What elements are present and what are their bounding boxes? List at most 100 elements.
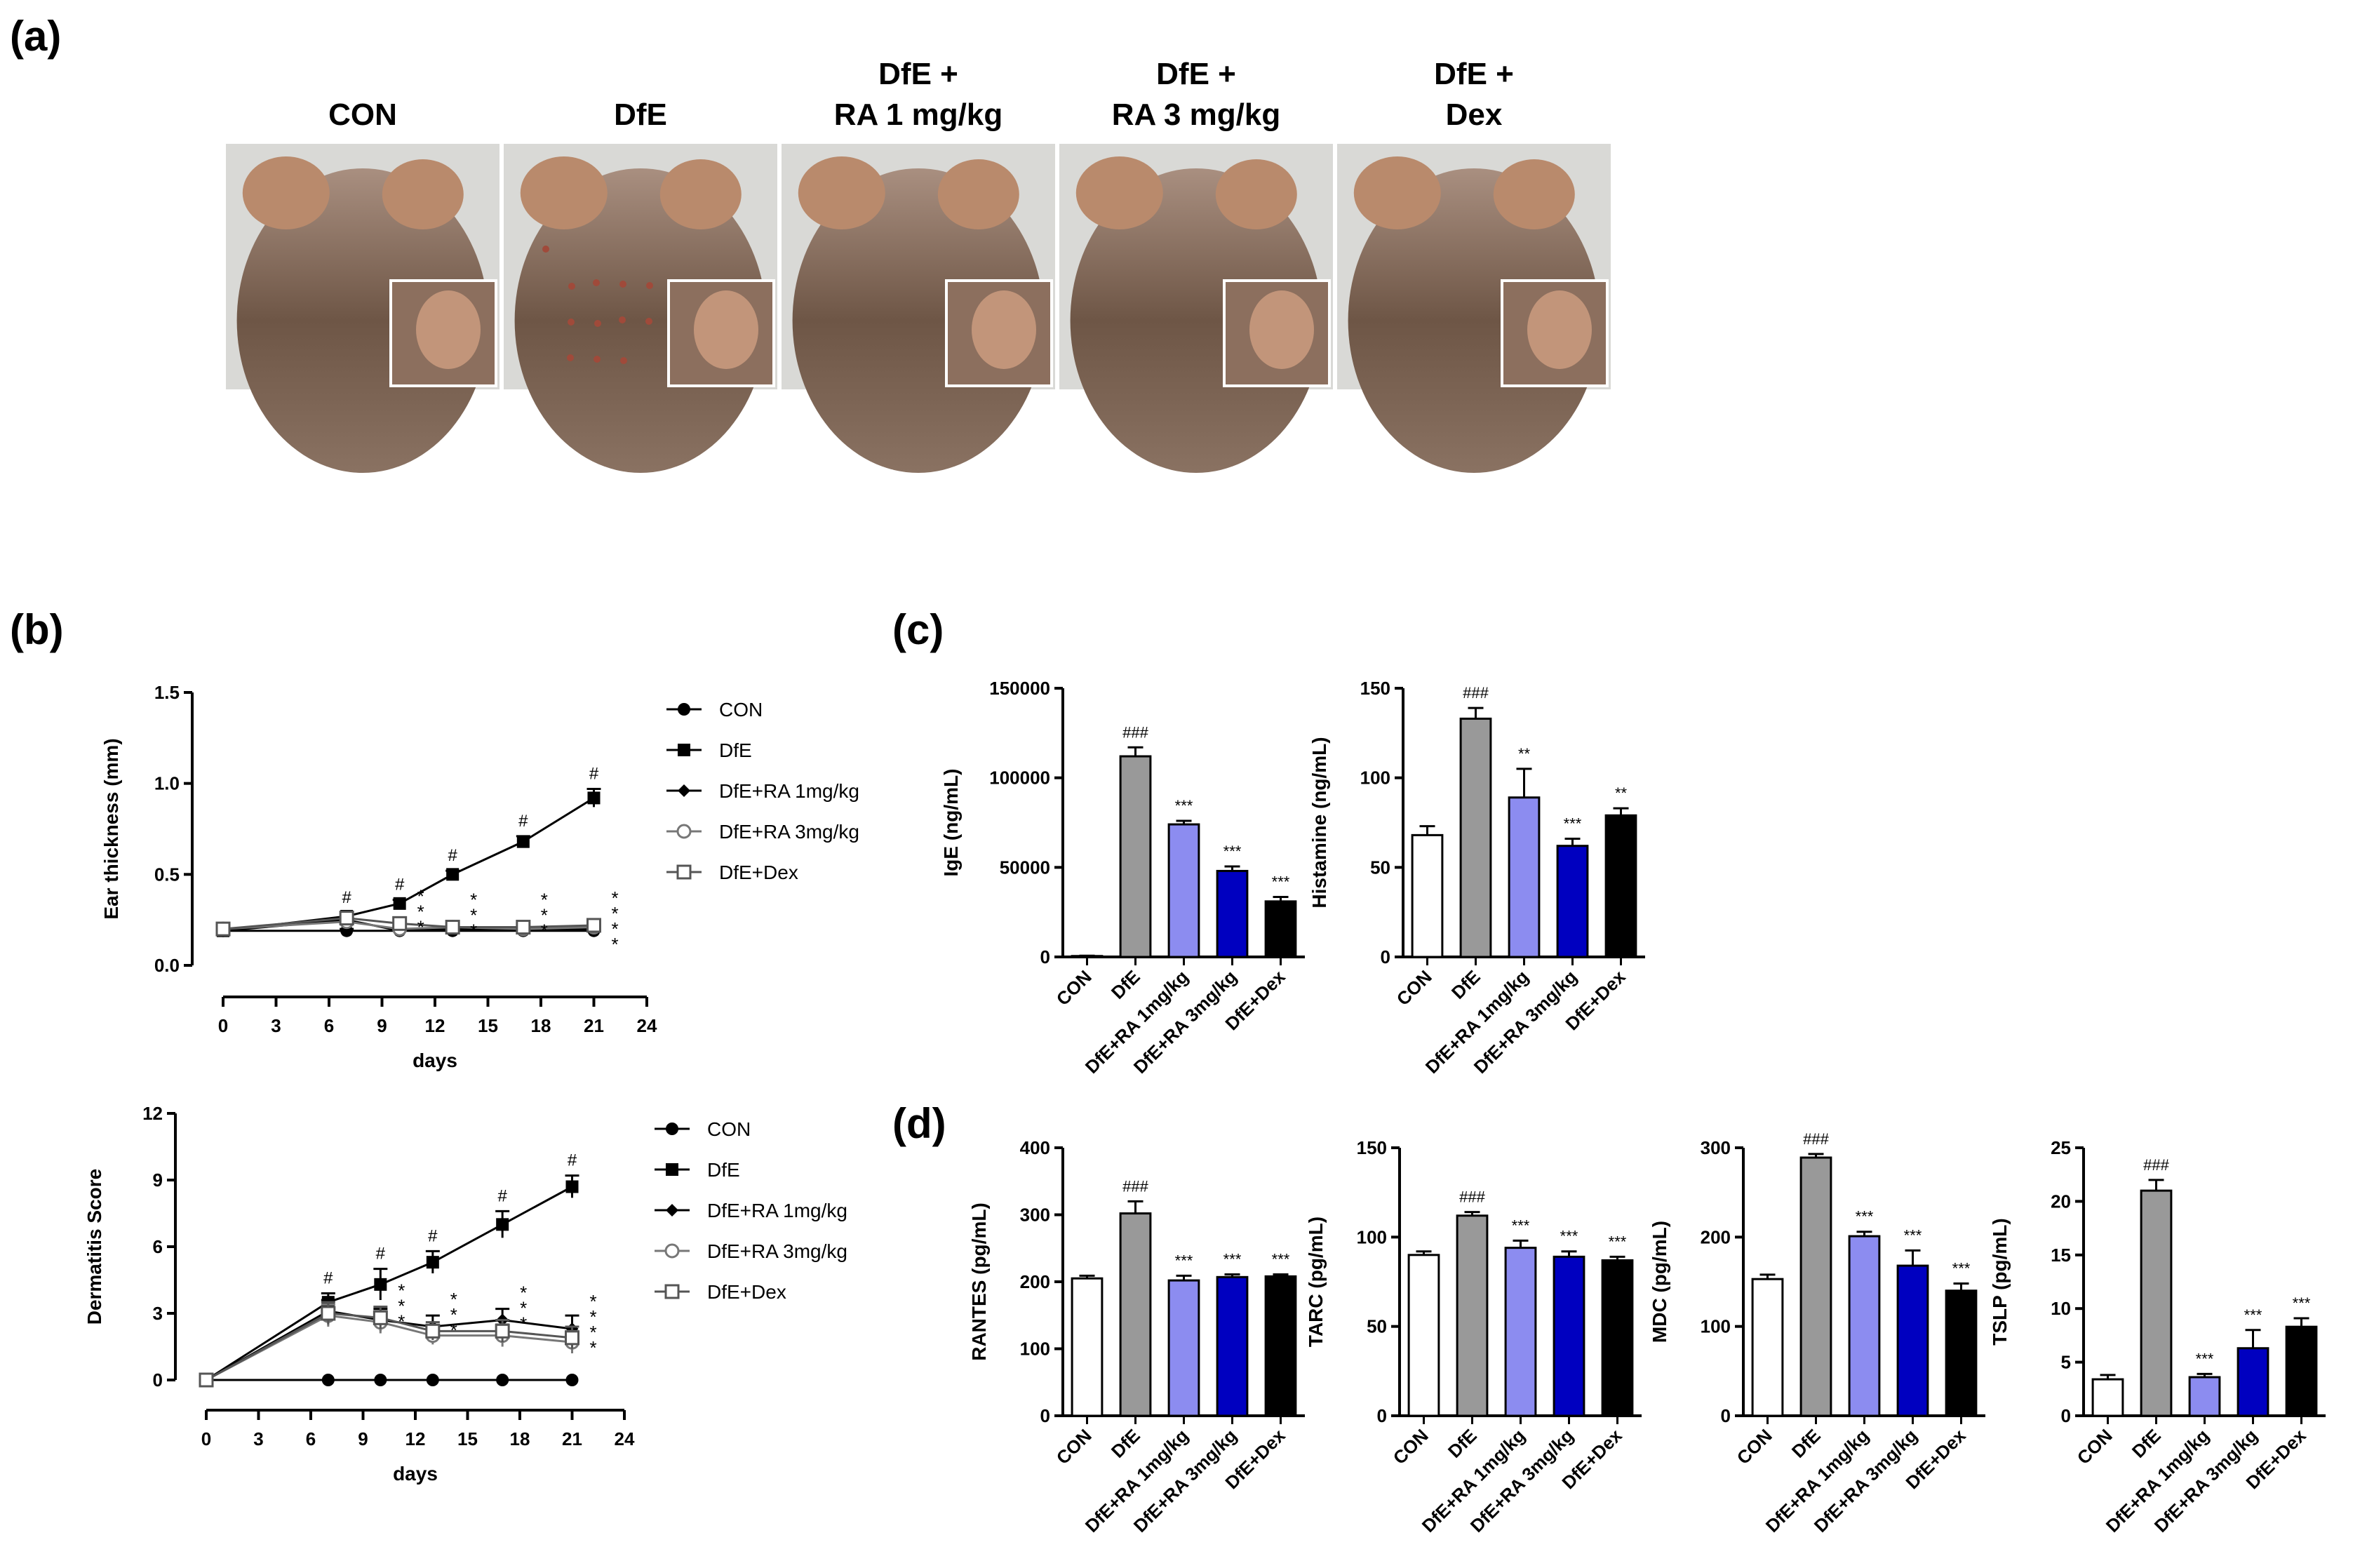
y-tick-label: 0: [2061, 1405, 2071, 1426]
legend-label: DfE+RA 1mg/kg: [707, 1200, 847, 1221]
data-point: [678, 744, 690, 756]
bar-DfE+RA 1mg/kg: [1508, 796, 1541, 958]
y-tick-label: 100: [1701, 1316, 1731, 1337]
significance-label: ###: [1459, 1188, 1485, 1206]
lesion-spot: [593, 279, 600, 286]
x-tick-label: 9: [358, 1428, 368, 1449]
y-tick-label: 100: [1020, 1339, 1050, 1360]
significance-hash: #: [448, 846, 457, 865]
panel-label-c: (c): [892, 606, 944, 653]
x-tick-label: CON: [2073, 1425, 2117, 1468]
significance-stars: * * *: [417, 885, 424, 937]
significance-label: ***: [1175, 797, 1193, 815]
data-point: [426, 1256, 439, 1269]
bar-DfE+Dex: [1601, 1259, 1634, 1417]
data-point: [565, 1374, 579, 1386]
legend-item: DfE: [655, 1159, 740, 1181]
legend-item: DfE+RA 3mg/kg: [666, 821, 859, 843]
lesion-spot: [567, 354, 574, 361]
bar-DfE: [1119, 755, 1152, 958]
x-axis-label: days: [413, 1050, 457, 1071]
bar-DfE+Dex: [1604, 814, 1637, 958]
lesion-spot: [542, 246, 549, 253]
inset-ear: [694, 290, 758, 369]
significance-label: ***: [1952, 1260, 1971, 1278]
x-tick-label: DfE: [1788, 1425, 1825, 1462]
left-ear: [520, 156, 608, 229]
x-tick-label: 12: [405, 1428, 426, 1449]
legend-label: DfE+RA 3mg/kg: [719, 821, 859, 843]
y-tick-label: 400: [1020, 1137, 1050, 1158]
photo-title: DfE +: [1434, 57, 1514, 91]
bar-DfE: [1799, 1156, 1832, 1417]
right-ear: [1493, 159, 1575, 229]
y-tick-label: 0: [1721, 1405, 1731, 1426]
series-line: [206, 1186, 573, 1381]
bar-CON: [1071, 1277, 1104, 1417]
bar-CON: [1407, 1254, 1440, 1417]
y-tick-label: 200: [1701, 1226, 1731, 1247]
significance-label: ***: [1175, 1252, 1193, 1269]
x-tick-label: DfE: [2128, 1425, 2165, 1462]
data-point: [676, 824, 692, 839]
legend-item: DfE: [666, 739, 752, 761]
bar-chart-ige: 0 50000 100000 150000 IgE (ng/mL) CON ### DfE **…: [940, 678, 1305, 1078]
series-line: [222, 917, 594, 930]
data-point: [373, 1310, 388, 1325]
data-point: [445, 920, 460, 935]
y-axis-label: TSLP (pg/mL): [1989, 1218, 2011, 1345]
bar-DfE+RA 1mg/kg: [1848, 1235, 1881, 1417]
bar-DfE+RA 1mg/kg: [2188, 1376, 2221, 1417]
right-ear: [937, 159, 1019, 229]
significance-hash: #: [568, 1151, 577, 1170]
data-point: [516, 920, 531, 935]
significance-label: ###: [1803, 1130, 1829, 1148]
y-tick-label: 12: [142, 1103, 163, 1124]
data-point: [678, 784, 690, 797]
legend-item: CON: [655, 1118, 751, 1140]
lesion-spot: [568, 283, 575, 290]
inset-ear: [972, 290, 1036, 369]
photo-title: DfE: [614, 98, 667, 132]
data-point: [374, 1278, 387, 1291]
legend-label: DfE: [707, 1159, 740, 1181]
legend-label: DfE+RA 3mg/kg: [707, 1240, 847, 1262]
significance-label: ***: [1272, 1250, 1290, 1268]
significance-label: **: [1518, 745, 1531, 763]
line-chart-dermatitis_score: 0 3 6 9 12 Dermatitis Score 0 3 6 9 12 15 18 21 24 days…: [83, 1103, 847, 1485]
y-tick-label: 5: [2061, 1352, 2071, 1373]
x-tick-label: 12: [425, 1015, 445, 1036]
y-tick-label: 0: [1040, 946, 1050, 967]
mouse-body: [1070, 168, 1322, 473]
x-tick-label: 21: [584, 1015, 604, 1036]
mouse-body: [236, 168, 489, 473]
x-tick-label: DfE: [1107, 1425, 1144, 1462]
mouse-photo: [782, 144, 1055, 473]
data-point: [495, 1323, 510, 1339]
x-axis-label: days: [393, 1463, 438, 1485]
data-point: [664, 1243, 680, 1259]
series-DfE: [200, 1174, 579, 1386]
y-axis-label: Histamine (ng/mL): [1308, 737, 1330, 908]
significance-label: ***: [1512, 1217, 1530, 1234]
y-tick-label: 9: [153, 1170, 163, 1191]
significance-label: ***: [1223, 1250, 1242, 1268]
mouse-photo: [1059, 144, 1333, 473]
data-point: [321, 1374, 335, 1386]
data-point: [676, 864, 692, 880]
x-tick-label: 24: [615, 1428, 635, 1449]
legend-label: CON: [719, 699, 763, 721]
line-chart-ear_thickness: 0.0 0.5 1.0 1.5 Ear thickness (mm) 0 3 6 9 12 15 18…: [100, 682, 859, 1071]
significance-label: ***: [1272, 873, 1290, 890]
significance-stars: * * *: [541, 890, 548, 942]
data-point: [393, 897, 406, 910]
lesion-spot: [568, 319, 575, 326]
bar-DfE+RA 1mg/kg: [1167, 1279, 1200, 1417]
lesion-spot: [619, 281, 626, 288]
y-tick-label: 6: [153, 1236, 163, 1257]
significance-label: ###: [1463, 684, 1489, 702]
photo-title: RA 1 mg/kg: [834, 98, 1003, 132]
